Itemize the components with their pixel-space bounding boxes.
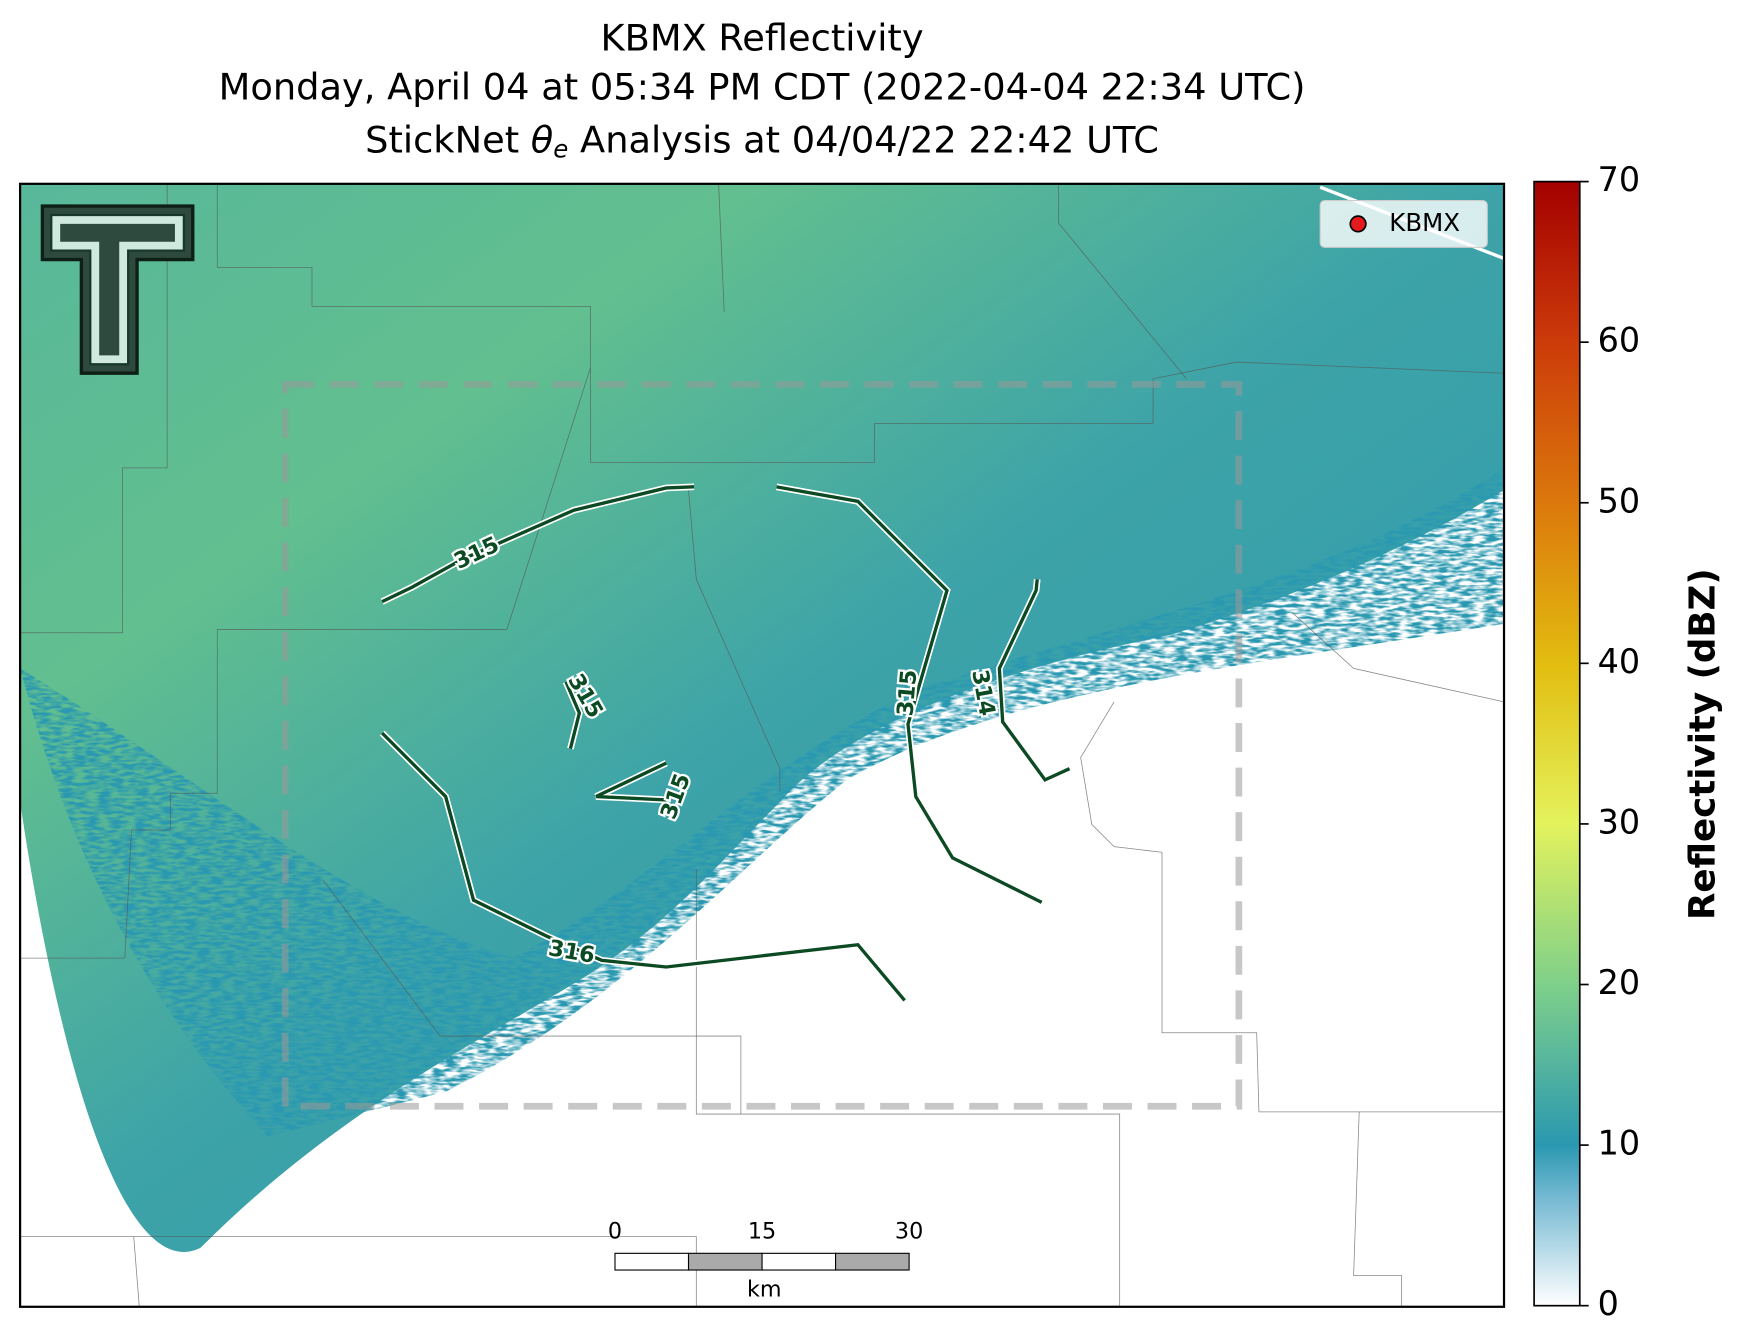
county-line bbox=[718, 183, 725, 312]
scale-tick-label: 0 bbox=[608, 1219, 622, 1245]
county-line bbox=[216, 183, 1505, 463]
colorbar-tick-label: 40 bbox=[1598, 642, 1641, 681]
legend-label: KBMX bbox=[1389, 208, 1460, 237]
county-line bbox=[20, 629, 218, 1076]
colorbar-tick-label: 50 bbox=[1598, 481, 1641, 520]
subtitle: Monday, April 04 at 05:34 PM CDT (2022-0… bbox=[219, 66, 1306, 109]
county-line bbox=[695, 868, 1121, 1307]
county-line bbox=[217, 367, 591, 630]
title: KBMX Reflectivity bbox=[601, 17, 924, 60]
contour-line bbox=[564, 681, 582, 750]
colorbar-tick-label: 20 bbox=[1598, 963, 1641, 1002]
title-text: StickNet bbox=[365, 118, 519, 161]
contour-line bbox=[381, 485, 695, 604]
colorbar bbox=[1533, 180, 1581, 1307]
colorbar-tick-label: 60 bbox=[1598, 321, 1641, 360]
colorbar-tick-label: 10 bbox=[1598, 1124, 1641, 1163]
county-line bbox=[1161, 852, 1505, 1113]
subtitle: StickNet θe Analysis at 04/04/22 22:42 U… bbox=[365, 118, 1159, 170]
contour-line bbox=[776, 485, 1043, 904]
legend: KBMX bbox=[1319, 199, 1488, 248]
colorbar-tick-label: 0 bbox=[1598, 1284, 1619, 1323]
scale-segment bbox=[614, 1252, 690, 1271]
contour-label: 315 bbox=[893, 669, 923, 718]
contour-line bbox=[595, 761, 667, 802]
colorbar-ticks: 0 10 20 30 40 50 60 70 bbox=[1579, 160, 1641, 1323]
county-line bbox=[322, 879, 742, 1115]
scale-tick-label: 30 bbox=[895, 1219, 923, 1245]
analysis-domain bbox=[281, 381, 1243, 1110]
county-line bbox=[1292, 612, 1505, 703]
map-frame bbox=[18, 182, 1506, 1308]
title-subscript: e bbox=[553, 134, 568, 163]
colorbar-tick-label: 70 bbox=[1598, 160, 1641, 199]
county-line bbox=[133, 1236, 140, 1307]
scale-unit: km bbox=[747, 1277, 782, 1303]
logo bbox=[40, 204, 195, 375]
county-lines bbox=[20, 183, 1505, 1307]
county-line bbox=[20, 183, 168, 634]
county-line bbox=[20, 1236, 697, 1307]
scale-bar: 0 15 30 km bbox=[608, 1219, 923, 1303]
colorbar-label: Reflectivity (dBZ) bbox=[1683, 568, 1724, 920]
legend-marker bbox=[1349, 215, 1367, 233]
title-symbol: θ bbox=[531, 118, 553, 161]
radar-echo-edge bbox=[20, 467, 1505, 1137]
contour-line bbox=[997, 579, 1071, 782]
logo-core bbox=[60, 223, 175, 356]
contour-label: 314 bbox=[966, 668, 1000, 718]
title-text: Analysis at 04/04/22 22:42 UTC bbox=[580, 118, 1159, 161]
scale-segment bbox=[761, 1252, 837, 1271]
county-line bbox=[688, 490, 781, 791]
scale-segment bbox=[835, 1252, 910, 1271]
county-line bbox=[1057, 183, 1187, 380]
county-line bbox=[1353, 1111, 1402, 1307]
county-line bbox=[1080, 701, 1163, 853]
contour-line bbox=[380, 731, 906, 1002]
scale-segment bbox=[687, 1252, 763, 1271]
legend-box bbox=[1319, 199, 1488, 248]
scale-tick-label: 15 bbox=[748, 1219, 776, 1245]
colorbar-tick-label: 30 bbox=[1598, 802, 1641, 841]
